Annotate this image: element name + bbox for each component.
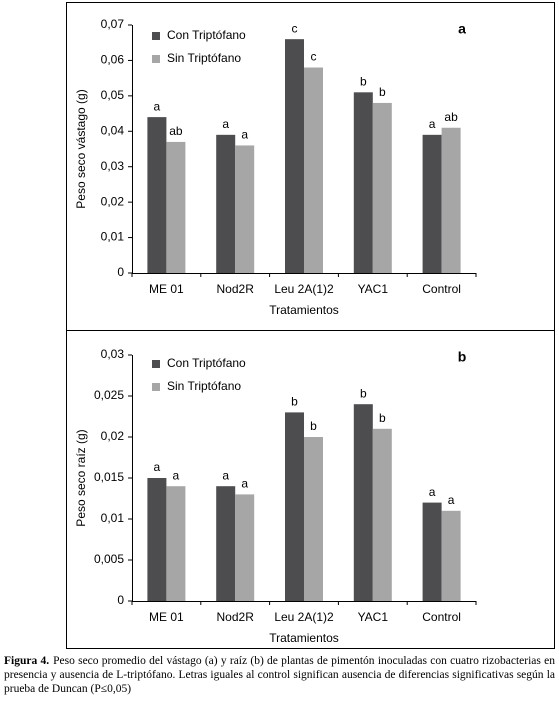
y-tick-label: 0,02 <box>101 194 125 208</box>
x-axis-label: Tratamientos <box>269 631 339 645</box>
bar <box>216 134 236 273</box>
bar-annotation: a <box>241 477 248 491</box>
x-tick-label: Nod2R <box>217 610 255 624</box>
bar-annotation: a <box>222 468 229 482</box>
x-tick-label: Control <box>422 282 461 296</box>
bar-annotation: b <box>360 386 367 400</box>
bar-annotation: a <box>448 493 455 507</box>
y-tick-label: 0,05 <box>101 88 125 102</box>
bar-annotation: c <box>311 50 317 64</box>
bar <box>285 412 304 601</box>
caption-text: Peso seco promedio del vástago (a) y raí… <box>4 655 555 695</box>
bar <box>353 92 373 273</box>
panel-frame <box>66 330 555 649</box>
legend-label: Sin Triptófano <box>167 51 241 65</box>
x-tick-label: YAC1 <box>358 610 389 624</box>
x-tick-label: Leu 2A(1)2 <box>274 282 334 296</box>
y-axis-label: Peso seco raíz (g) <box>74 429 88 526</box>
panel-label: a <box>458 21 466 37</box>
bar <box>285 39 304 273</box>
legend-label: Con Triptófano <box>167 28 246 42</box>
bar-annotation: b <box>310 419 317 433</box>
bar-annotation: a <box>429 485 436 499</box>
x-tick-label: ME 01 <box>149 282 184 296</box>
bar <box>441 127 461 273</box>
y-tick-label: 0,025 <box>94 388 124 402</box>
y-tick-label: 0,005 <box>94 552 124 566</box>
bar-annotation: ab <box>444 110 458 124</box>
bar-annotation: b <box>360 74 367 88</box>
bar-annotation: a <box>429 117 436 131</box>
bar <box>441 510 461 601</box>
y-tick-label: 0,07 <box>101 17 125 31</box>
x-axis-label: Tratamientos <box>269 303 339 317</box>
bar <box>422 134 442 273</box>
bar-annotation: a <box>154 460 161 474</box>
x-tick-label: Leu 2A(1)2 <box>274 610 334 624</box>
x-tick-label: Control <box>422 610 461 624</box>
y-tick-label: 0,04 <box>101 123 125 137</box>
x-tick-label: ME 01 <box>149 610 184 624</box>
y-axis-label: Peso seco vástago (g) <box>74 89 88 208</box>
bar <box>147 117 167 273</box>
legend-label: Con Triptófano <box>167 356 246 370</box>
y-tick-label: 0 <box>117 265 124 279</box>
bar-annotation: c <box>292 21 298 35</box>
bar-annotation: a <box>241 128 248 142</box>
bar-annotation: b <box>379 85 386 99</box>
bar <box>166 486 186 601</box>
legend-label: Sin Triptófano <box>167 379 241 393</box>
y-tick-label: 0,03 <box>101 159 125 173</box>
bar <box>304 437 323 601</box>
x-tick-label: Nod2R <box>217 282 255 296</box>
bar-annotation: a <box>173 468 180 482</box>
bar <box>235 494 255 601</box>
x-tick-label: YAC1 <box>358 282 389 296</box>
legend-swatch <box>152 32 160 40</box>
bar <box>304 67 323 273</box>
y-tick-label: 0,01 <box>101 511 125 525</box>
y-tick-label: 0,01 <box>101 230 125 244</box>
y-tick-label: 0,03 <box>101 347 125 361</box>
legend-swatch <box>152 383 160 391</box>
bar <box>147 478 167 601</box>
y-tick-label: 0,015 <box>94 470 124 484</box>
caption-label: Figura 4. <box>4 655 50 667</box>
y-tick-label: 0 <box>117 593 124 607</box>
panel-label: b <box>458 349 467 365</box>
bar-annotation: b <box>291 395 298 409</box>
bar <box>166 141 186 273</box>
legend-swatch <box>152 55 160 63</box>
legend-swatch <box>152 360 160 368</box>
y-tick-label: 0,02 <box>101 429 125 443</box>
bar <box>422 502 442 601</box>
bar <box>216 486 236 601</box>
y-tick-label: 0,06 <box>101 53 125 67</box>
bar-annotation: ab <box>169 124 183 138</box>
bar <box>372 428 392 601</box>
bar <box>353 404 373 601</box>
bar-annotation: a <box>222 117 229 131</box>
bar <box>235 145 255 273</box>
caption: Figura 4. Peso seco promedio del vástago … <box>4 654 555 696</box>
bar-annotation: a <box>154 99 161 113</box>
bar-annotation: b <box>379 411 386 425</box>
bar <box>372 102 392 273</box>
